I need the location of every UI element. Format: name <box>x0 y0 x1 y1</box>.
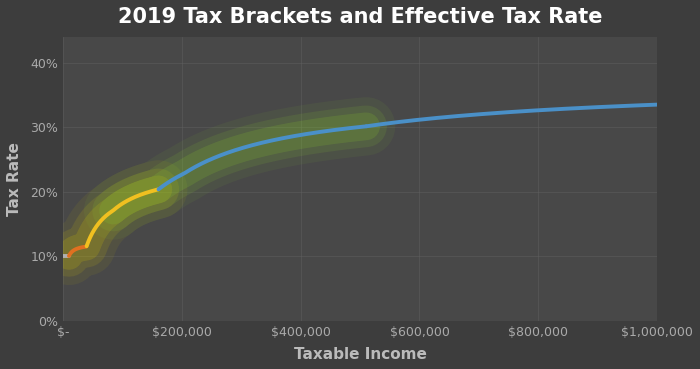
Title: 2019 Tax Brackets and Effective Tax Rate: 2019 Tax Brackets and Effective Tax Rate <box>118 7 602 27</box>
Y-axis label: Tax Rate: Tax Rate <box>7 142 22 216</box>
X-axis label: Taxable Income: Taxable Income <box>293 347 426 362</box>
